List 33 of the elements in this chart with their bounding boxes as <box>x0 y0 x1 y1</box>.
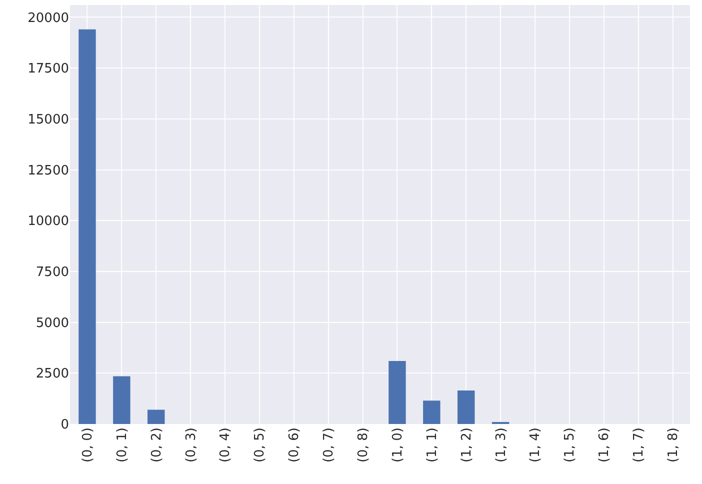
x-tick-label: (0, 5) <box>252 428 268 463</box>
x-tick-label: (0, 4) <box>218 428 234 463</box>
x-tick-label: (0, 0) <box>80 428 96 463</box>
x-tick-label: (0, 8) <box>356 428 372 463</box>
x-tick-label: (0, 6) <box>287 428 302 463</box>
bar <box>113 376 130 424</box>
x-tick-label: (0, 7) <box>322 428 337 463</box>
x-tick-label: (0, 3) <box>184 428 199 463</box>
y-tick-label: 17500 <box>28 62 69 77</box>
x-tick-label: (1, 0) <box>390 428 406 463</box>
y-tick-label: 0 <box>60 418 69 433</box>
y-tick-label: 12500 <box>28 163 69 178</box>
y-tick-label: 7500 <box>36 265 69 280</box>
bar <box>423 400 440 424</box>
x-tick-label: (0, 1) <box>114 428 130 463</box>
y-tick-label: 5000 <box>36 316 69 331</box>
y-tick-label: 15000 <box>28 112 69 128</box>
bar <box>388 360 406 424</box>
x-tick-label: (1, 6) <box>597 428 612 463</box>
y-tick-label: 10000 <box>28 214 69 230</box>
bar <box>458 390 475 424</box>
x-tick-label: (1, 4) <box>528 428 544 463</box>
x-tick-label: (0, 2) <box>149 428 164 463</box>
y-tick-label: 20000 <box>28 10 69 26</box>
x-tick-label: (1, 1) <box>424 428 440 463</box>
y-tick-label: 2500 <box>36 366 69 382</box>
bar <box>148 410 165 424</box>
bar <box>78 29 96 424</box>
x-tick-label: (1, 2) <box>459 428 474 463</box>
x-tick-label: (1, 7) <box>632 428 647 463</box>
x-tick-label: (1, 8) <box>666 428 682 463</box>
x-tick-label: (1, 3) <box>494 428 509 463</box>
x-tick-label: (1, 5) <box>562 428 578 463</box>
